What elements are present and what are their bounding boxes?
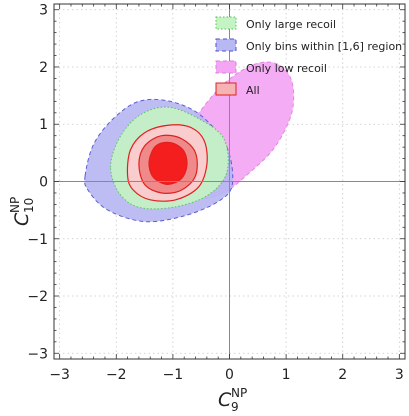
x-tick-label: −1 [163, 367, 184, 383]
legend-label: Only bins within [1,6] region [246, 40, 402, 53]
y-tick-label: −2 [27, 289, 48, 305]
legend: Only large recoil Only bins within [1,6] … [215, 16, 402, 97]
y-tick-label: 2 [39, 60, 48, 76]
legend-item: Only low recoil [215, 60, 327, 75]
y-axis-label-superscript: NP [8, 197, 22, 213]
legend-swatch [215, 82, 237, 96]
y-axis-label-subscript: 10 [22, 198, 36, 213]
legend-item: Only bins within [1,6] region [215, 38, 402, 53]
y-tick-label: −1 [27, 232, 48, 248]
y-axis-label: C 10 NP [8, 197, 36, 226]
x-axis-label: C 9 NP [218, 386, 247, 414]
legend-swatch [215, 60, 237, 74]
contour-regions [84, 61, 295, 223]
legend-swatch [215, 16, 237, 30]
series-all [126, 124, 208, 202]
y-tick-label: −3 [27, 346, 48, 362]
x-tick-label: −3 [49, 367, 70, 383]
contour-region-level-1 [148, 141, 188, 186]
x-tick-label: 3 [395, 367, 404, 383]
legend-swatch [215, 38, 237, 52]
x-tick-label: −2 [106, 367, 127, 383]
y-tick-label: 3 [39, 3, 48, 19]
legend-item: Only large recoil [215, 16, 336, 31]
legend-label: Only large recoil [246, 18, 336, 31]
x-tick-label: 1 [282, 367, 291, 383]
x-axis-label-subscript: 9 [231, 400, 239, 414]
tick-labels: −3 −2 −1 0 1 2 3 −3 −2 −1 0 1 2 3 [27, 3, 403, 383]
x-axis-label-superscript: NP [231, 386, 247, 400]
y-tick-label: 1 [39, 117, 48, 133]
tick-marks [54, 4, 405, 359]
legend-item: All [215, 82, 260, 97]
x-tick-label: 0 [225, 367, 234, 383]
x-tick-label: 2 [338, 367, 347, 383]
y-tick-label: 0 [39, 175, 48, 191]
legend-label: All [246, 84, 260, 97]
y-axis-label-base: C [11, 212, 33, 226]
x-axis-label-base: C [218, 389, 232, 411]
legend-label: Only low recoil [246, 62, 327, 75]
